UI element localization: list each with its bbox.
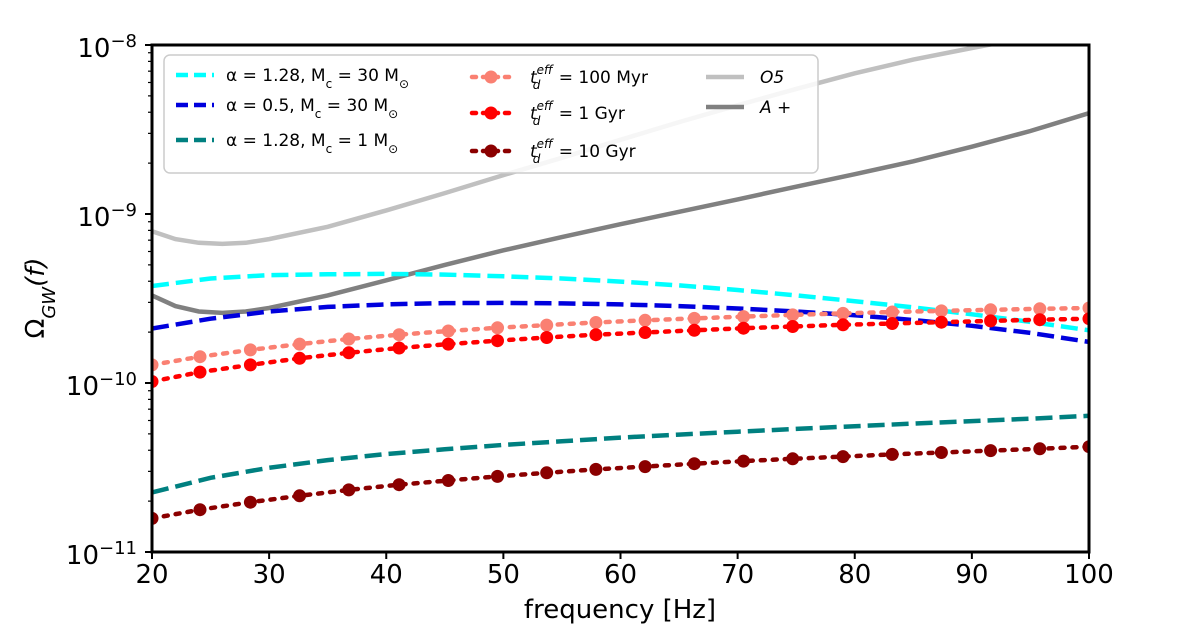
- data-point-s5: [687, 323, 701, 337]
- series-s5: [152, 312, 1089, 388]
- data-point-s5: [1082, 312, 1089, 326]
- y-tick-label: 10−10: [66, 369, 137, 403]
- data-point-s5: [786, 320, 800, 333]
- series-line-s6: [152, 444, 1089, 521]
- data-point-s6: [193, 503, 207, 517]
- data-point-s6: [638, 460, 652, 474]
- data-point-s6: [836, 450, 850, 464]
- x-tick-label: 40: [370, 560, 403, 590]
- y-tick-label: 10−8: [77, 31, 137, 65]
- data-point-s5: [441, 337, 455, 351]
- data-point-s5: [193, 365, 207, 379]
- data-point-s6: [885, 447, 899, 461]
- legend-label-s6: teff d = 10 Gyr: [530, 137, 636, 166]
- data-point-s4: [152, 358, 159, 372]
- series-s8: [152, 111, 1089, 316]
- series-line-s5: [152, 316, 1089, 384]
- x-tick-label: 90: [955, 560, 988, 590]
- data-point-s6: [441, 474, 455, 487]
- data-point-s6: [491, 469, 504, 483]
- legend-marker-s4: [484, 70, 498, 84]
- series-line-s7: [152, 45, 996, 247]
- x-tick-label: 60: [604, 560, 637, 590]
- series-line-s4: [152, 305, 1089, 368]
- legend-label-s4: teff d = 100 Myr: [530, 63, 648, 92]
- data-point-s5: [491, 334, 504, 348]
- data-point-s6: [342, 483, 356, 497]
- data-point-s6: [1082, 440, 1089, 454]
- series-s4: [152, 301, 1089, 372]
- data-point-s5: [293, 351, 307, 365]
- series-line-s8: [152, 111, 1089, 316]
- x-tick-label: 50: [487, 560, 520, 590]
- data-point-s4: [540, 318, 554, 332]
- data-point-s6: [152, 511, 159, 525]
- data-point-s4: [342, 332, 356, 346]
- data-point-s5: [885, 317, 899, 330]
- data-point-s4: [638, 313, 652, 327]
- data-point-s4: [243, 343, 257, 357]
- legend-label-s5: teff d = 1 Gyr: [530, 99, 625, 128]
- x-tick-label: 70: [721, 560, 754, 590]
- x-tick-label: 100: [1064, 560, 1114, 590]
- y-tick-label: 10−11: [66, 538, 137, 572]
- data-point-s4: [293, 337, 307, 351]
- legend-marker-s6: [484, 144, 498, 158]
- data-point-s4: [687, 311, 701, 325]
- data-point-s6: [687, 457, 701, 471]
- data-point-s6: [984, 444, 998, 458]
- data-point-s4: [984, 303, 998, 317]
- data-point-s5: [1033, 313, 1047, 327]
- data-point-s4: [1033, 302, 1047, 316]
- data-point-s5: [589, 328, 603, 342]
- legend-marker-s5: [484, 106, 498, 120]
- data-point-s6: [589, 462, 603, 476]
- legend: α = 1.28, Mc = 30 M⊙α = 0.5, Mc = 30 M⊙α…: [163, 54, 819, 174]
- x-tick-label: 30: [253, 560, 286, 590]
- data-point-s5: [392, 341, 406, 355]
- data-point-s4: [392, 328, 406, 342]
- data-point-s4: [786, 308, 800, 322]
- data-point-s5: [243, 358, 257, 372]
- data-point-s6: [737, 454, 750, 468]
- data-point-s5: [984, 314, 998, 328]
- data-point-s4: [836, 306, 850, 320]
- data-point-s5: [540, 331, 554, 344]
- data-point-s5: [342, 346, 356, 360]
- data-point-s6: [540, 466, 554, 480]
- data-point-s4: [589, 316, 603, 329]
- x-tick-label: 80: [838, 560, 871, 590]
- y-tick-label: 10−9: [77, 200, 137, 234]
- data-point-s5: [152, 375, 159, 388]
- series-s3: [152, 413, 1089, 495]
- series-s7: [152, 45, 996, 247]
- legend-label-s8: A +: [759, 98, 791, 118]
- x-tick-label: 20: [135, 560, 168, 590]
- data-point-s6: [392, 478, 406, 492]
- series-layer: [152, 45, 1089, 525]
- data-point-s4: [737, 310, 750, 324]
- data-point-s4: [1082, 301, 1089, 315]
- data-point-s6: [786, 452, 800, 466]
- data-point-s6: [1033, 442, 1047, 456]
- data-point-s5: [836, 318, 850, 332]
- data-point-s6: [243, 495, 257, 509]
- y-axis-label: ΩGW(f): [21, 257, 60, 338]
- data-point-s5: [737, 321, 750, 335]
- data-point-s6: [934, 446, 948, 459]
- x-axis-label: frequency [Hz]: [524, 595, 716, 625]
- data-point-s6: [293, 489, 307, 503]
- data-point-s4: [885, 305, 899, 319]
- data-point-s4: [491, 321, 504, 335]
- data-point-s4: [193, 350, 207, 364]
- series-s6: [152, 440, 1089, 525]
- data-point-s5: [934, 315, 948, 329]
- legend-label-s7: O5: [760, 68, 784, 88]
- data-point-s5: [638, 326, 652, 339]
- series-line-s3: [152, 413, 1089, 495]
- data-point-s4: [441, 324, 455, 338]
- data-point-s4: [934, 304, 948, 318]
